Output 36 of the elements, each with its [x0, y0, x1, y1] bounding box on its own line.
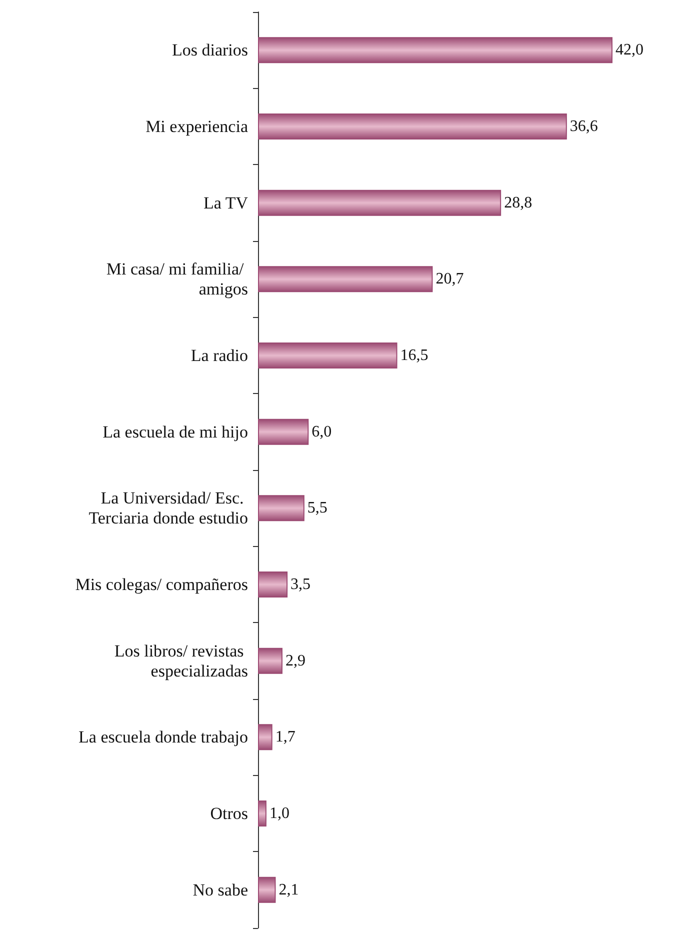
data-label: 42,0 [615, 42, 644, 59]
bar [258, 876, 276, 903]
y-tick-label: La escuela donde trabajo [78, 728, 248, 747]
data-label: 3,5 [290, 576, 311, 593]
bar [258, 572, 288, 598]
data-label: 2,9 [285, 652, 306, 670]
data-label: 1,0 [269, 805, 290, 822]
bar [258, 190, 502, 216]
data-label: 5,5 [307, 500, 328, 517]
y-tick-label: Mi casa/ mi familia/ amigos [106, 260, 248, 299]
y-tick-label: Otros [210, 804, 248, 823]
data-label: 36,6 [570, 118, 598, 135]
y-tick-label: Los diarios [172, 40, 248, 60]
y-tick-label: La radio [190, 346, 248, 365]
bar [258, 495, 304, 522]
bar [258, 114, 567, 140]
y-tick-label: No sabe [192, 880, 248, 900]
y-tick-label: Mis colegas/ compañeros [75, 575, 248, 594]
bar [258, 418, 309, 445]
data-label: 20,7 [436, 270, 464, 288]
data-label: 1,7 [275, 728, 296, 746]
y-tick-label: Los libros/ revistas especializadas [114, 641, 248, 680]
data-label: 28,8 [504, 194, 532, 212]
data-label: 6,0 [312, 423, 332, 440]
bar [258, 37, 612, 64]
bar [258, 342, 398, 368]
y-tick-label: La TV [203, 193, 249, 212]
data-label: 16,5 [400, 347, 428, 364]
bar [258, 800, 266, 826]
data-label: 2,1 [278, 881, 299, 898]
y-tick-label: La Universidad/ Esc. Terciaria donde estudio [88, 488, 248, 528]
bar [258, 648, 282, 674]
y-tick-label: La escuela de mi hijo [102, 422, 248, 442]
y-tick-label: Mi experiencia [146, 117, 248, 136]
bar [258, 266, 433, 292]
bar [258, 724, 272, 750]
